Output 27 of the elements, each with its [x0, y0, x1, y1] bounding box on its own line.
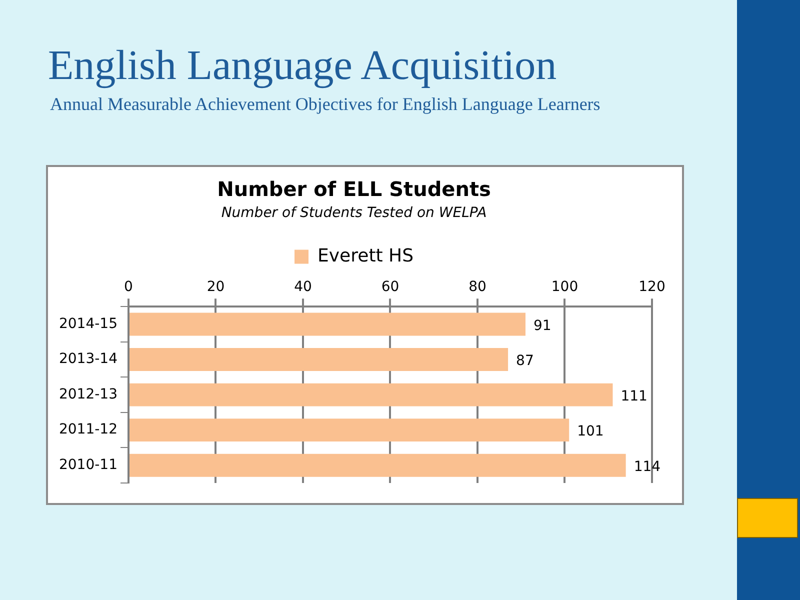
- chart-title: Number of ELL Students: [217, 177, 491, 202]
- y-tick-label: 2012-13: [58, 386, 118, 402]
- x-tick-label: 80: [468, 278, 486, 295]
- text: Annual Measurable Achievement Objectives for English Language Learners: [50, 94, 600, 115]
- bar: [129, 383, 613, 406]
- data-label: 114: [634, 459, 661, 475]
- chart-subtitle: Number of Students Tested on WELPA: [221, 205, 487, 222]
- data-label: 111: [620, 388, 648, 404]
- x-tick-label: 0: [124, 278, 133, 295]
- text: English Language Acquisition: [48, 42, 557, 90]
- bar: [129, 454, 626, 477]
- x-tick-label: 40: [294, 278, 312, 295]
- data-label: 91: [533, 318, 552, 334]
- y-tick-label: 2011-12: [58, 422, 118, 438]
- x-tick-label: 100: [551, 278, 578, 295]
- y-tick-label: 2010-11: [58, 457, 118, 473]
- legend-label: Everett HS: [318, 245, 414, 266]
- x-tick-label: 20: [206, 278, 225, 295]
- x-tick-label: 120: [638, 278, 666, 295]
- data-label: 101: [577, 424, 604, 440]
- y-tick-label: 2014-15: [58, 316, 118, 332]
- bar: [129, 348, 508, 371]
- data-label: 87: [516, 353, 534, 370]
- y-tick-label: 2013-14: [58, 351, 118, 368]
- x-tick-label: 60: [381, 278, 400, 295]
- bar: [129, 418, 570, 442]
- bar: [129, 312, 526, 336]
